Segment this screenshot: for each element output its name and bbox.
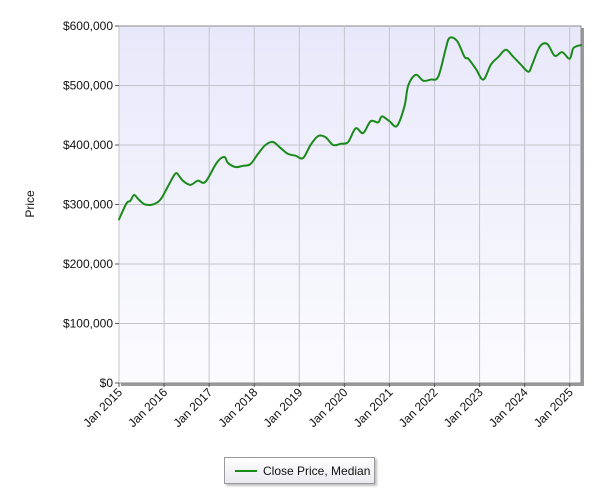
x-tick-label: Jan 2017 xyxy=(170,385,215,430)
x-tick-label: Jan 2016 xyxy=(125,385,170,430)
y-tick-label: $100,000 xyxy=(63,317,113,331)
y-axis-title: Price xyxy=(23,190,37,218)
x-tick-label: Jan 2015 xyxy=(80,385,125,430)
x-tick-label: Jan 2024 xyxy=(486,385,531,430)
x-tick-label: Jan 2025 xyxy=(531,385,576,430)
y-tick-label: $0 xyxy=(100,376,114,390)
y-axis-ticks: $0 $100,000 $200,000 $300,000 $400,000 $500,0… xyxy=(63,19,119,390)
legend-swatch-line xyxy=(235,469,257,472)
x-tick-label: Jan 2020 xyxy=(306,385,351,430)
x-axis-ticks: Jan 2015 Jan 2016 Jan 2017 Jan 2018 Jan 2019… xyxy=(80,383,576,430)
x-tick-label: Jan 2019 xyxy=(261,385,306,430)
series-line-close-price-median xyxy=(118,36,582,221)
y-tick-label: $300,000 xyxy=(63,198,113,212)
y-tick-label: $400,000 xyxy=(63,138,113,152)
y-tick-label: $500,000 xyxy=(63,79,113,93)
x-tick-label: Jan 2023 xyxy=(441,385,486,430)
x-tick-label: Jan 2018 xyxy=(216,385,261,430)
x-tick-label: Jan 2021 xyxy=(351,385,396,430)
chart-legend: Close Price, Median xyxy=(224,457,375,484)
series-layer xyxy=(118,36,582,221)
horizontal-gridlines xyxy=(119,85,581,324)
y-tick-label: $600,000 xyxy=(63,19,113,33)
legend-label: Close Price, Median xyxy=(263,463,371,478)
y-tick-label: $200,000 xyxy=(63,257,113,271)
x-tick-label: Jan 2022 xyxy=(396,385,441,430)
